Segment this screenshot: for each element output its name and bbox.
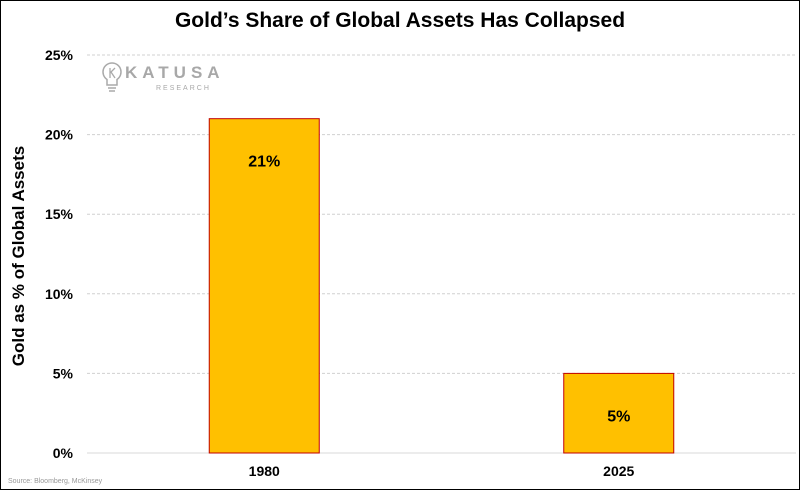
x-tick-label: 2025 bbox=[603, 463, 634, 479]
x-tick-label: 1980 bbox=[249, 463, 280, 479]
bar-1980 bbox=[208, 118, 320, 454]
y-tick-label: 5% bbox=[53, 365, 74, 381]
y-tick-label: 0% bbox=[53, 445, 74, 461]
data-label: 5% bbox=[607, 408, 630, 425]
data-label: 21% bbox=[248, 154, 280, 171]
y-tick-label: 20% bbox=[45, 127, 74, 143]
y-tick-label: 10% bbox=[45, 286, 74, 302]
chart-title: Gold’s Share of Global Assets Has Collap… bbox=[174, 9, 626, 32]
y-tick-label: 25% bbox=[45, 47, 74, 63]
y-tick-label: 15% bbox=[45, 206, 74, 222]
source-note: Source: Bloomberg, McKinsey bbox=[8, 478, 103, 485]
bar-2025 bbox=[563, 372, 675, 454]
lightbulb-icon bbox=[102, 62, 122, 92]
